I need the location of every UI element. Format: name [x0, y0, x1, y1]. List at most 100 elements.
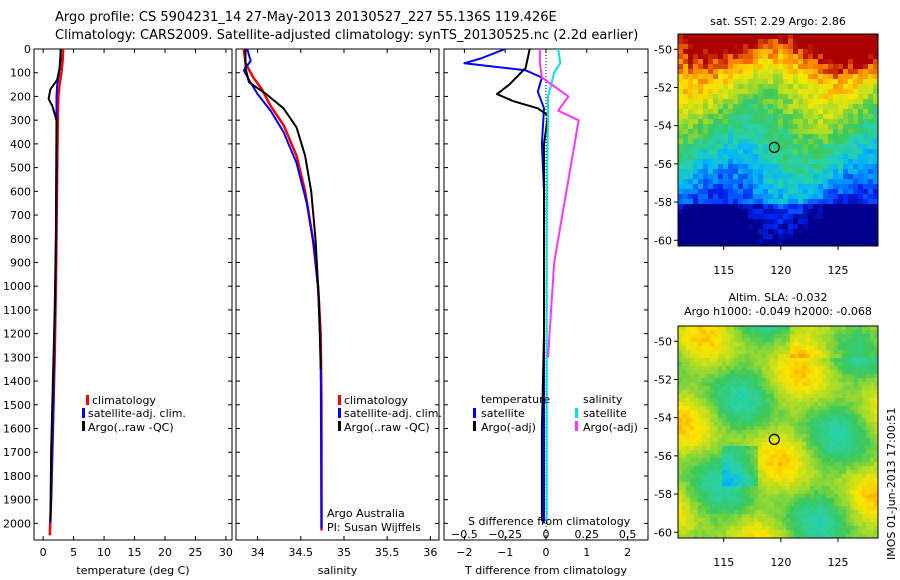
heatmap-cell [818, 530, 823, 535]
heatmap-cell [753, 94, 759, 100]
heatmap-cell [728, 174, 734, 180]
heatmap-cell [794, 370, 799, 375]
heatmap-cell [758, 446, 763, 451]
heatmap-cell [843, 164, 849, 170]
heatmap-cell [738, 370, 743, 375]
heatmap-cell [758, 219, 764, 225]
heatmap-cell [788, 224, 794, 230]
heatmap-cell [722, 462, 727, 467]
heatmap-cell [826, 442, 831, 447]
heatmap-cell [678, 129, 684, 135]
heatmap-cell [866, 350, 871, 355]
heatmap-cell [810, 466, 815, 471]
heatmap-cell [798, 199, 804, 205]
heatmap-cell [773, 154, 779, 160]
heatmap-cell [678, 478, 683, 483]
heatmap-cell [858, 119, 864, 125]
heatmap-cell [778, 378, 783, 383]
heatmap-cell [748, 204, 754, 210]
heatmap-cell [678, 44, 684, 50]
heatmap-cell [833, 224, 839, 230]
heatmap-cell [738, 358, 743, 363]
heatmap-cell [822, 526, 827, 531]
heatmap-cell [688, 114, 694, 120]
heatmap-cell [806, 470, 811, 475]
heatmap-cell [858, 450, 863, 455]
heatmap-cell [842, 362, 847, 367]
heatmap-cell [850, 458, 855, 463]
heatmap-cell [813, 179, 819, 185]
heatmap-cell [822, 390, 827, 395]
heatmap-cell [686, 346, 691, 351]
heatmap-cell [870, 434, 875, 439]
heatmap-cell [713, 104, 719, 110]
heatmap-cell [734, 434, 739, 439]
heatmap-cell [813, 114, 819, 120]
heatmap-cell [873, 234, 878, 240]
heatmap-cell [770, 374, 775, 379]
heatmap-cell [818, 164, 824, 170]
heatmap-cell [834, 450, 839, 455]
heatmap-cell [750, 366, 755, 371]
heatmap-cell [810, 506, 815, 511]
heatmap-cell [742, 362, 747, 367]
heatmap-cell [818, 470, 823, 475]
heatmap-cell [748, 234, 754, 240]
heatmap-cell [786, 442, 791, 447]
heatmap-cell [758, 378, 763, 383]
heatmap-cell [862, 490, 867, 495]
heatmap-cell [708, 159, 714, 165]
heatmap-cell [838, 159, 844, 165]
heatmap-cell [728, 34, 734, 40]
heatmap-cell [762, 530, 767, 535]
heatmap-cell [802, 522, 807, 527]
heatmap-cell [818, 84, 824, 90]
heatmap-cell [798, 354, 803, 359]
heatmap-cell [810, 394, 815, 399]
heatmap-cell [843, 64, 849, 70]
heatmap-cell [730, 382, 735, 387]
heatmap-cell [850, 358, 855, 363]
heatmap-cell [778, 199, 784, 205]
heatmap-cell [783, 69, 789, 75]
heatmap-cell [842, 398, 847, 403]
heatmap-cell [826, 370, 831, 375]
heatmap-cell [698, 514, 703, 519]
heatmap-cell [868, 89, 874, 95]
heatmap-cell [842, 462, 847, 467]
heatmap-cell [848, 109, 854, 115]
heatmap-cell [768, 119, 774, 125]
heatmap-cell [790, 502, 795, 507]
heatmap-cell [726, 446, 731, 451]
heatmap-cell [726, 402, 731, 407]
heatmap-cell [738, 179, 744, 185]
heatmap-cell [874, 402, 878, 407]
heatmap-cell [703, 94, 709, 100]
heatmap-cell [690, 346, 695, 351]
heatmap-cell [698, 229, 704, 235]
heatmap-cell [854, 446, 859, 451]
heatmap-cell [682, 418, 687, 423]
heatmap-cell [723, 219, 729, 225]
heatmap-cell [818, 39, 824, 45]
series-line-satellite [463, 49, 545, 524]
heatmap-cell [762, 430, 767, 435]
heatmap-cell [710, 362, 715, 367]
heatmap-cell [694, 478, 699, 483]
heatmap-cell [702, 470, 707, 475]
heatmap-cell [868, 164, 874, 170]
heatmap-cell [718, 430, 723, 435]
heatmap-cell [768, 79, 774, 85]
heatmap-cell [810, 374, 815, 379]
heatmap-cell [798, 44, 804, 50]
heatmap-cell [870, 382, 875, 387]
heatmap-cell [794, 430, 799, 435]
heatmap-cell [818, 410, 823, 415]
heatmap-cell [794, 482, 799, 487]
heatmap-cell [702, 402, 707, 407]
heatmap-cell [810, 494, 815, 499]
heatmap-cell [683, 129, 689, 135]
y-tick-label: 1300 [3, 351, 31, 364]
heatmap-cell [723, 149, 729, 155]
heatmap-cell [722, 374, 727, 379]
